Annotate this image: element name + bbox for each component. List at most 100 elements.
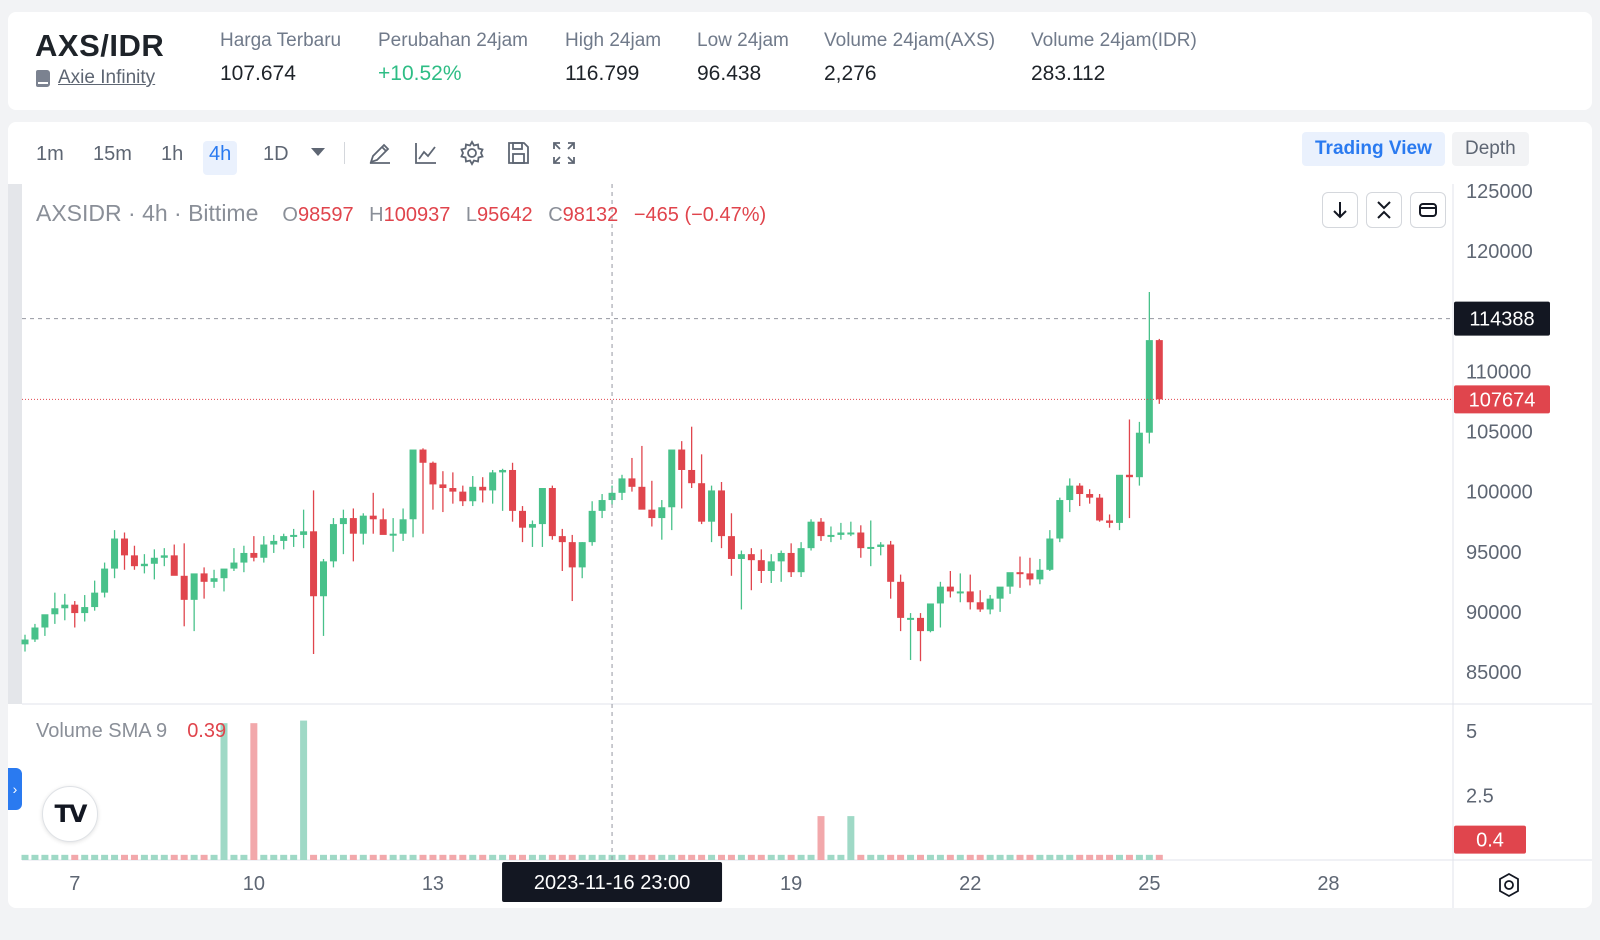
volume-bar xyxy=(1106,854,1114,860)
volume-legend-label: Volume SMA 9 xyxy=(36,720,168,742)
candle-body xyxy=(767,561,775,571)
candle-body xyxy=(310,531,318,597)
volume-bar xyxy=(877,854,885,860)
candle-body xyxy=(359,515,367,534)
stat-value: 107.674 xyxy=(220,62,296,85)
candle-body xyxy=(797,548,805,573)
volume-bar xyxy=(658,854,666,860)
candle-body xyxy=(449,488,457,492)
candle-body xyxy=(1096,497,1104,521)
candle-body xyxy=(956,591,964,594)
volume-bar xyxy=(946,854,954,860)
volume-bar xyxy=(956,854,964,860)
candle-body xyxy=(946,586,954,592)
stat-24h-change: Perubahan 24jam +10.52% xyxy=(378,30,528,86)
volume-bar xyxy=(41,854,49,860)
candle-body xyxy=(1155,340,1163,400)
volume-bar xyxy=(449,854,457,860)
volume-bar xyxy=(847,816,855,860)
candle-body xyxy=(31,627,39,640)
candle-body xyxy=(1076,485,1084,495)
volume-bar xyxy=(737,854,745,860)
volume-bar xyxy=(1145,854,1153,860)
tradingview-logo[interactable]: TV xyxy=(42,786,98,842)
last-price-tag xyxy=(1454,385,1550,414)
scroll-to-latest-button[interactable] xyxy=(1322,192,1358,228)
candle-body xyxy=(469,486,477,502)
y-tick-label: 125000 xyxy=(1466,184,1533,203)
volume-bar xyxy=(121,854,128,860)
timeframe-1m[interactable]: 1m xyxy=(36,143,64,165)
volume-bar xyxy=(668,854,676,860)
candlestick-chart[interactable]: 125000 120000 110000 105000 100000 95000 90000… xyxy=(8,184,1592,908)
candle-body xyxy=(21,639,29,645)
candle-body xyxy=(787,552,795,573)
volume-bar xyxy=(688,854,696,860)
volume-bar xyxy=(996,854,1004,860)
timeframe-15m[interactable]: 15m xyxy=(93,143,132,165)
candle-body xyxy=(718,490,725,537)
volume-bar xyxy=(81,854,89,860)
timeframe-4h[interactable]: 4h xyxy=(203,141,238,175)
volume-bar xyxy=(130,854,138,860)
coin-name-link[interactable]: Axie Infinity xyxy=(58,67,156,88)
chart-legend: AXSIDR · 4h · Bittime O98597 H100937 L95… xyxy=(36,200,776,227)
volume-bar xyxy=(837,854,845,860)
volume-bar xyxy=(1135,854,1143,860)
depth-button[interactable]: Depth xyxy=(1452,132,1529,166)
candle-body xyxy=(528,524,536,528)
stat-value: 2,276 xyxy=(824,62,877,85)
pencil-icon[interactable] xyxy=(366,139,394,167)
volume-bar xyxy=(638,854,646,860)
candle-body xyxy=(349,518,357,534)
volume-bar xyxy=(1125,854,1133,860)
chevron-down-icon[interactable] xyxy=(311,148,325,156)
volume-bar xyxy=(817,816,825,860)
candle-body xyxy=(847,532,855,535)
chart-card: 1m 15m 1h 4h 1D Trading View Depth 12500… xyxy=(8,122,1592,908)
candle-body xyxy=(61,604,69,609)
candle-body xyxy=(966,591,974,603)
volume-bar xyxy=(1016,854,1024,860)
indicator-icon[interactable] xyxy=(412,139,440,167)
timeframe-1d[interactable]: 1D xyxy=(263,143,289,165)
collapse-button[interactable] xyxy=(1366,192,1402,228)
volume-bar xyxy=(140,854,148,860)
stat-24h-volume-idr: Volume 24jam(IDR) 283.112 xyxy=(1031,30,1197,86)
trading-view-button[interactable]: Trading View xyxy=(1302,132,1445,166)
volume-bar xyxy=(698,854,706,860)
settings-gear-icon[interactable] xyxy=(1494,870,1524,900)
toggle-layout-button[interactable] xyxy=(1410,192,1446,228)
pair-title: AXS/IDR xyxy=(35,28,165,63)
volume-bar xyxy=(1066,854,1074,860)
legend-change: −465 (−0.47%) xyxy=(633,204,767,226)
last-price-label: 107674 xyxy=(1469,389,1536,411)
candle-body xyxy=(1016,572,1024,575)
volume-bar xyxy=(509,854,517,860)
legend-symbol: AXSIDR · 4h · Bittime xyxy=(36,200,259,226)
stat-value: 283.112 xyxy=(1031,62,1106,85)
candle-body xyxy=(379,519,387,535)
save-icon[interactable] xyxy=(504,139,532,167)
candle-body xyxy=(827,534,835,537)
candle-body xyxy=(1006,572,1014,587)
candle-body xyxy=(817,521,825,537)
expand-sidebar-button[interactable]: › xyxy=(8,768,22,810)
volume-bar xyxy=(558,854,566,860)
timeframe-1h[interactable]: 1h xyxy=(161,143,184,165)
volume-bar xyxy=(678,854,686,860)
legend-high-label: H xyxy=(369,204,384,226)
candle-body xyxy=(887,544,895,582)
candle-body xyxy=(499,469,507,473)
candle-body xyxy=(250,552,258,558)
gear-icon[interactable] xyxy=(458,139,486,167)
volume-bar xyxy=(1096,854,1104,860)
volume-bar xyxy=(339,854,347,860)
candle-body xyxy=(41,614,49,628)
candle-body xyxy=(210,578,218,582)
candle-body xyxy=(180,575,188,600)
fullscreen-icon[interactable] xyxy=(550,139,578,167)
candle-body xyxy=(1046,538,1054,570)
volume-bar xyxy=(210,854,218,860)
volume-bar xyxy=(220,723,228,860)
